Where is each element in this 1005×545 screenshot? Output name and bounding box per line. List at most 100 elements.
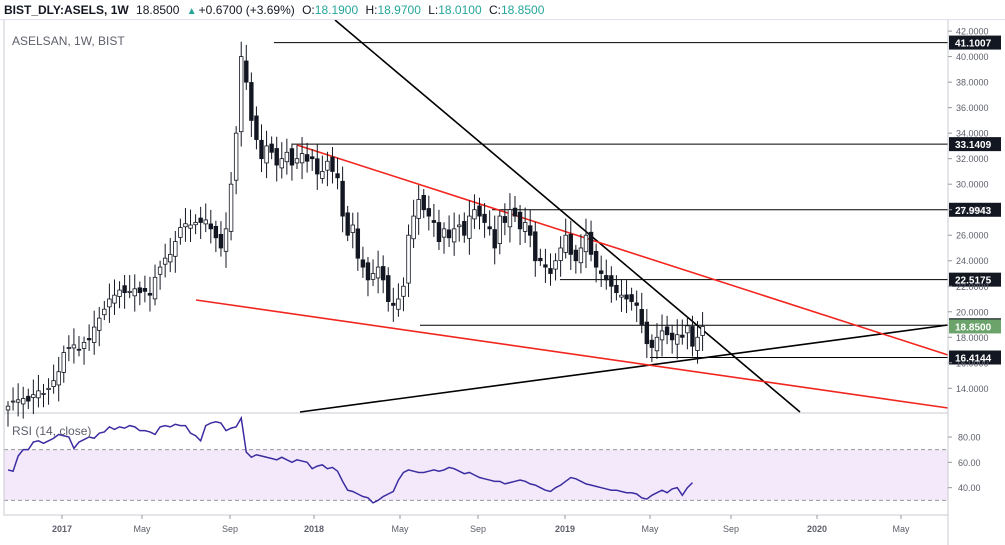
- low-label: L:: [428, 3, 439, 17]
- rsi-legend[interactable]: RSI (14, close): [12, 424, 92, 438]
- candle-body: [173, 241, 178, 257]
- symbol-header: BIST_DLY:ASELS, 1W 18.8500 ▲ +0.6700 (+3.…: [0, 0, 1005, 20]
- candle-body: [578, 247, 584, 264]
- chart-legend[interactable]: ASELSAN, 1W, BIST: [12, 34, 125, 48]
- last-price: 18.8500: [136, 3, 180, 17]
- price-level-badge: [949, 272, 1001, 287]
- candle-body: [178, 227, 183, 238]
- candle-body: [624, 294, 629, 300]
- price-level-badge: [949, 202, 1001, 217]
- candle-body: [492, 229, 497, 249]
- candle-body: [654, 336, 660, 352]
- candle-body: [563, 234, 568, 253]
- candle-body: [462, 221, 467, 236]
- price-change: +0.6700 (+3.69%): [198, 3, 295, 17]
- rsi-line: [7, 415, 693, 504]
- candle-body: [649, 339, 655, 348]
- price-tick-label: 36.0000: [956, 103, 989, 113]
- candle-body: [279, 158, 284, 169]
- rsi-tick-label: 60.00: [958, 458, 981, 468]
- price-level-badge: [949, 350, 1001, 365]
- trendline-red-upper: [296, 144, 949, 356]
- candle-body: [451, 228, 457, 243]
- candle-body: [10, 400, 16, 403]
- candle-body: [345, 212, 350, 236]
- candle-body: [467, 215, 472, 239]
- candle-body: [482, 213, 487, 223]
- candle-body: [71, 344, 77, 349]
- candle-body: [274, 148, 279, 166]
- candle-body: [446, 229, 452, 239]
- time-tick-label: 2018: [304, 524, 324, 534]
- candle-body: [41, 393, 46, 395]
- candle-body: [609, 275, 614, 287]
- candle-body: [299, 153, 305, 164]
- candle-body: [203, 219, 208, 225]
- candle-body: [51, 380, 56, 387]
- candle-body: [193, 222, 198, 226]
- candle-body: [213, 225, 219, 239]
- candle-body: [375, 266, 381, 279]
- candle-body: [355, 228, 361, 259]
- candle-body: [639, 309, 644, 325]
- candle-body: [553, 260, 558, 270]
- candle-body: [680, 334, 685, 338]
- candle-body: [239, 56, 244, 133]
- low-value: 18.0100: [438, 3, 482, 17]
- time-tick-label: 2019: [555, 524, 575, 534]
- price-tick-label: 16.0000: [956, 358, 989, 368]
- up-arrow-icon: ▲: [186, 6, 197, 17]
- candle-body: [538, 257, 543, 262]
- candle-body: [598, 270, 604, 274]
- candle-body: [350, 224, 355, 233]
- price-level-label: 27.9943: [955, 206, 992, 217]
- candle-body: [583, 234, 589, 253]
- candle-body: [588, 231, 594, 255]
- price-level-label: 22.5175: [955, 276, 992, 287]
- price-level-label: 33.1409: [955, 140, 992, 151]
- candle-body: [188, 224, 193, 229]
- time-tick-label: 2017: [52, 524, 72, 534]
- high-label: H:: [365, 3, 378, 17]
- candle-body: [31, 394, 36, 398]
- candle-body: [664, 326, 670, 336]
- candle-body: [61, 352, 66, 373]
- symbol-name[interactable]: BIST_DLY:ASELS, 1W: [4, 3, 129, 17]
- candle-body: [218, 234, 224, 249]
- candle-body: [472, 209, 477, 220]
- candle-body: [380, 266, 386, 281]
- candle-body: [370, 273, 376, 280]
- candle-body: [97, 317, 102, 331]
- candle-body: [528, 225, 533, 236]
- time-tick-label: May: [641, 524, 659, 534]
- price-tick-label: 28.0000: [956, 205, 989, 215]
- candle-body: [304, 154, 310, 162]
- candle-body: [568, 233, 573, 255]
- candle-body: [66, 347, 72, 349]
- open-label: O:: [302, 3, 315, 17]
- candle-body: [396, 298, 401, 310]
- candle-body: [325, 160, 330, 171]
- high-value: 18.9700: [377, 3, 421, 17]
- candle-body: [406, 234, 411, 284]
- candle-body: [137, 287, 143, 294]
- price-tick-label: 40.0000: [956, 52, 989, 62]
- candle-body: [685, 325, 690, 334]
- candle-body: [512, 207, 518, 217]
- candle-body: [457, 224, 462, 228]
- candle-body: [320, 171, 325, 179]
- candle-body: [386, 275, 391, 302]
- time-tick-label: May: [391, 524, 409, 534]
- rsi-tick-label: 40.00: [958, 483, 981, 493]
- candle-body: [365, 262, 371, 281]
- candle-body: [593, 251, 599, 268]
- candle-body: [604, 275, 609, 281]
- candle-body: [168, 253, 173, 263]
- candle-body: [264, 145, 269, 164]
- price-tick-label: 18.0000: [956, 333, 989, 343]
- candle-body: [294, 158, 300, 164]
- price-tick-label: 42.0000: [956, 27, 989, 37]
- trendline-black-ascending: [299, 324, 949, 413]
